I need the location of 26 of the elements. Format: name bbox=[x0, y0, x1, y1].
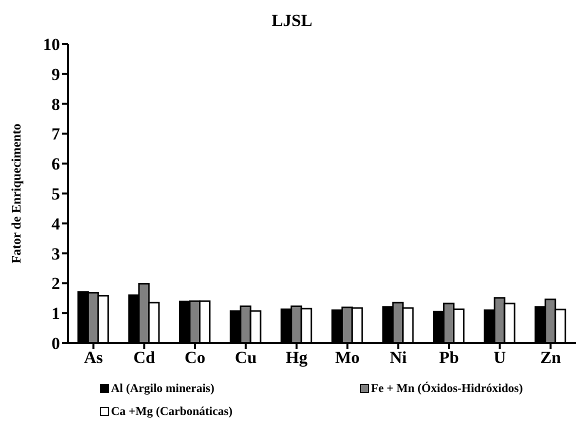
y-tick-label: 3 bbox=[52, 244, 60, 264]
x-tick-label: U bbox=[494, 348, 506, 368]
y-tick-label: 1 bbox=[52, 304, 60, 324]
x-tick-label: Cu bbox=[234, 348, 257, 368]
chart-title: LJSL bbox=[270, 10, 314, 32]
x-tick-label: Cd bbox=[133, 348, 156, 368]
y-tick-label: 0 bbox=[52, 334, 60, 354]
y-tick-label: 10 bbox=[43, 35, 60, 54]
x-tick-label: Zn bbox=[540, 348, 562, 368]
x-tick-label: Pb bbox=[439, 348, 459, 368]
y-tick-label: 9 bbox=[52, 64, 60, 84]
y-tick-label: 6 bbox=[52, 154, 60, 174]
y-tick-label: 8 bbox=[52, 94, 60, 114]
x-tick-label: Co bbox=[184, 348, 206, 368]
x-tick-label: Mo bbox=[335, 348, 360, 368]
y-tick-label: 5 bbox=[52, 184, 60, 204]
y-axis-title: Fator de Enriquecimento bbox=[8, 124, 24, 264]
x-tick-label: Ni bbox=[390, 348, 407, 368]
y-tick-label: 4 bbox=[52, 214, 60, 234]
x-tick-label: As bbox=[84, 348, 104, 368]
x-tick-label: Hg bbox=[286, 348, 308, 368]
legend-label: Fe + Mn (Óxidos-Hidróxidos) bbox=[371, 381, 523, 396]
y-tick-label: 2 bbox=[52, 274, 60, 294]
legend-label: Al (Argilo minerais) bbox=[111, 381, 214, 396]
legend-label: Ca +Mg (Carbonáticas) bbox=[111, 404, 232, 419]
y-tick-label: 7 bbox=[52, 124, 60, 144]
